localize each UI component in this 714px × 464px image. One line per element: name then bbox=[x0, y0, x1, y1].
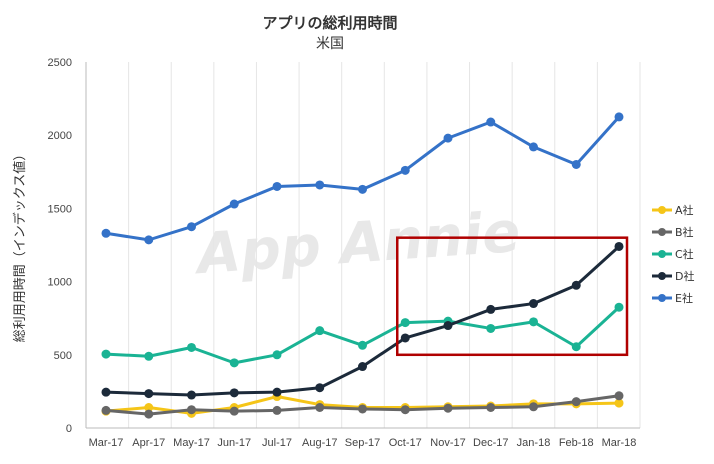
watermark: App Annie bbox=[191, 200, 522, 288]
x-tick-label: Jun-17 bbox=[217, 437, 251, 449]
data-point bbox=[486, 403, 496, 413]
data-point bbox=[315, 180, 325, 190]
x-tick-label: Oct-17 bbox=[389, 437, 422, 449]
legend-marker bbox=[658, 228, 666, 236]
data-point bbox=[614, 112, 624, 122]
data-point bbox=[144, 389, 154, 399]
data-point bbox=[272, 387, 282, 397]
data-point bbox=[486, 117, 496, 127]
x-tick-label: Dec-17 bbox=[473, 437, 508, 449]
data-point bbox=[229, 199, 239, 209]
data-point bbox=[529, 299, 538, 309]
data-point bbox=[358, 362, 367, 372]
x-tick-label: May-17 bbox=[173, 437, 210, 449]
data-point bbox=[144, 409, 154, 419]
x-tick-label: Aug-17 bbox=[302, 437, 337, 449]
data-point bbox=[614, 398, 624, 408]
legend-marker bbox=[658, 250, 666, 258]
data-point bbox=[101, 349, 111, 359]
data-point bbox=[144, 351, 154, 361]
y-tick-label: 2500 bbox=[48, 57, 72, 69]
data-point bbox=[187, 405, 196, 415]
data-point bbox=[187, 342, 196, 352]
data-point bbox=[358, 404, 367, 414]
grid bbox=[85, 62, 641, 428]
data-point bbox=[101, 405, 111, 415]
data-point bbox=[443, 403, 453, 413]
data-point bbox=[529, 317, 538, 327]
series-group bbox=[101, 112, 624, 419]
y-tick-label: 500 bbox=[54, 350, 72, 362]
data-point bbox=[144, 403, 154, 413]
legend-marker bbox=[658, 206, 666, 214]
data-point bbox=[400, 405, 410, 415]
data-point bbox=[571, 280, 581, 290]
data-point bbox=[101, 228, 111, 238]
data-point bbox=[187, 390, 196, 400]
data-point bbox=[614, 302, 624, 312]
data-point bbox=[358, 340, 367, 350]
data-point bbox=[358, 184, 367, 194]
data-point bbox=[229, 406, 239, 416]
x-tick-label: Mar-17 bbox=[89, 437, 124, 449]
y-axis-label: 総利用用時間（インデックス値） bbox=[12, 148, 28, 343]
data-point bbox=[614, 241, 624, 251]
data-point bbox=[272, 405, 282, 415]
data-point bbox=[486, 323, 496, 333]
legend-label: A社 bbox=[675, 203, 694, 217]
data-point bbox=[272, 350, 282, 360]
highlight-rect bbox=[396, 236, 629, 357]
legend-label: C社 bbox=[675, 247, 694, 261]
data-point bbox=[571, 397, 581, 407]
data-point bbox=[229, 388, 239, 398]
data-point bbox=[187, 222, 196, 232]
y-tick-label: 0 bbox=[66, 423, 72, 435]
data-point bbox=[229, 358, 239, 368]
x-tick-label: Mar-18 bbox=[602, 437, 637, 449]
data-point bbox=[315, 383, 325, 393]
data-point bbox=[400, 318, 410, 328]
chart-title: アプリの総利用時間 bbox=[262, 14, 397, 32]
legend-label: B社 bbox=[675, 225, 694, 239]
legend: A社 B社 C社 D社 E社 bbox=[652, 203, 694, 305]
chart-subtitle: 米国 bbox=[316, 36, 344, 52]
data-point bbox=[571, 342, 581, 352]
legend-label: D社 bbox=[675, 269, 694, 283]
data-point bbox=[443, 133, 453, 143]
highlight-box bbox=[396, 236, 629, 357]
data-point bbox=[315, 326, 325, 336]
y-tick-label: 2000 bbox=[48, 130, 72, 142]
data-point bbox=[486, 304, 496, 314]
data-point bbox=[529, 402, 538, 412]
data-point bbox=[400, 333, 410, 343]
y-tick-label: 1000 bbox=[48, 277, 72, 289]
data-point bbox=[144, 235, 154, 245]
data-point bbox=[529, 142, 538, 152]
data-point bbox=[614, 391, 624, 401]
legend-label: E社 bbox=[675, 291, 693, 305]
legend-marker bbox=[658, 294, 666, 302]
data-point bbox=[315, 403, 325, 413]
data-point bbox=[400, 165, 410, 175]
data-point bbox=[101, 387, 111, 397]
axes: 0 500 1000 1500 2000 2500 Mar-17 Apr-17 May-17 Ju… bbox=[48, 57, 640, 449]
x-tick-label: Sep-17 bbox=[345, 437, 380, 449]
x-tick-label: Jan-18 bbox=[517, 437, 551, 449]
data-point bbox=[272, 181, 282, 191]
x-tick-label: Feb-18 bbox=[559, 437, 594, 449]
x-tick-label: Jul-17 bbox=[262, 437, 292, 449]
y-tick-label: 1500 bbox=[48, 203, 72, 215]
data-point bbox=[571, 159, 581, 169]
x-tick-label: Nov-17 bbox=[430, 437, 465, 449]
data-point bbox=[443, 321, 453, 331]
x-tick-label: Apr-17 bbox=[132, 437, 165, 449]
legend-marker bbox=[658, 272, 666, 280]
